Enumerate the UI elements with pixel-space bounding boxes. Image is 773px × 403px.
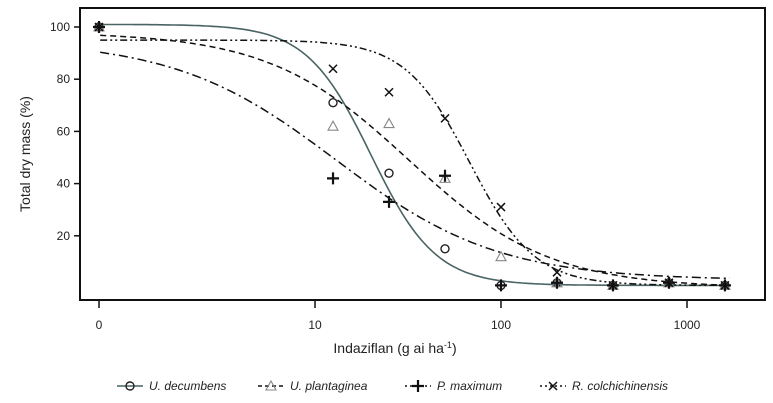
data-point-x bbox=[720, 280, 730, 290]
legend: U. decumbens U. plantaginea P. maximum R. c… bbox=[117, 379, 668, 393]
data-point-plus bbox=[495, 279, 507, 292]
data-point-circle bbox=[328, 97, 338, 108]
data-point-x bbox=[496, 202, 506, 212]
data-point-circle bbox=[384, 168, 394, 178]
legend-marker-triangle bbox=[265, 379, 277, 391]
data-point-x bbox=[440, 113, 450, 123]
fit-curve-0 bbox=[100, 23, 730, 287]
legend-marker-plus bbox=[412, 380, 424, 392]
legend-label: P. maximum bbox=[437, 379, 502, 393]
x-tick-label: 10 bbox=[308, 318, 322, 332]
plot-frame bbox=[79, 7, 766, 301]
data-point-x bbox=[328, 64, 338, 74]
data-point-plus bbox=[327, 172, 340, 185]
x-tick-label: 100 bbox=[491, 318, 511, 332]
data-point-x bbox=[664, 278, 674, 288]
data-point-x bbox=[608, 280, 618, 290]
data-point-plus bbox=[439, 169, 452, 182]
legend-marker-x bbox=[548, 381, 558, 391]
y-tick-label: 80 bbox=[57, 72, 71, 86]
x-axis-label: Indaziflan (g ai ha-1) bbox=[333, 340, 456, 356]
legend-label: R. colchichinensis bbox=[572, 379, 668, 393]
data-point-triangle bbox=[495, 250, 507, 262]
data-point-triangle bbox=[327, 120, 339, 131]
legend-marker-circle bbox=[125, 381, 135, 391]
data-point-triangle bbox=[383, 117, 395, 129]
data-point-plus bbox=[383, 195, 396, 208]
fit-curve-1 bbox=[100, 34, 730, 287]
y-tick-label: 20 bbox=[57, 229, 71, 243]
data-point-x bbox=[384, 87, 394, 97]
data-point-plus bbox=[550, 276, 563, 289]
legend-label: U. decumbens bbox=[149, 379, 226, 393]
fit-curve-2 bbox=[100, 51, 730, 280]
x-tick-label: 1000 bbox=[674, 318, 701, 332]
y-tick-label: 100 bbox=[50, 20, 70, 34]
x-tick-label: 0 bbox=[96, 318, 103, 332]
y-tick-label: 40 bbox=[57, 177, 71, 191]
data-point-x bbox=[94, 22, 104, 32]
data-point-circle bbox=[440, 244, 450, 254]
data-point-triangle bbox=[439, 172, 451, 183]
data-point-x bbox=[552, 267, 562, 277]
y-axis-label: Total dry mass (%) bbox=[17, 96, 33, 212]
fit-curve-3 bbox=[100, 39, 730, 287]
legend-label: U. plantaginea bbox=[290, 379, 368, 393]
y-tick-label: 60 bbox=[57, 124, 71, 138]
